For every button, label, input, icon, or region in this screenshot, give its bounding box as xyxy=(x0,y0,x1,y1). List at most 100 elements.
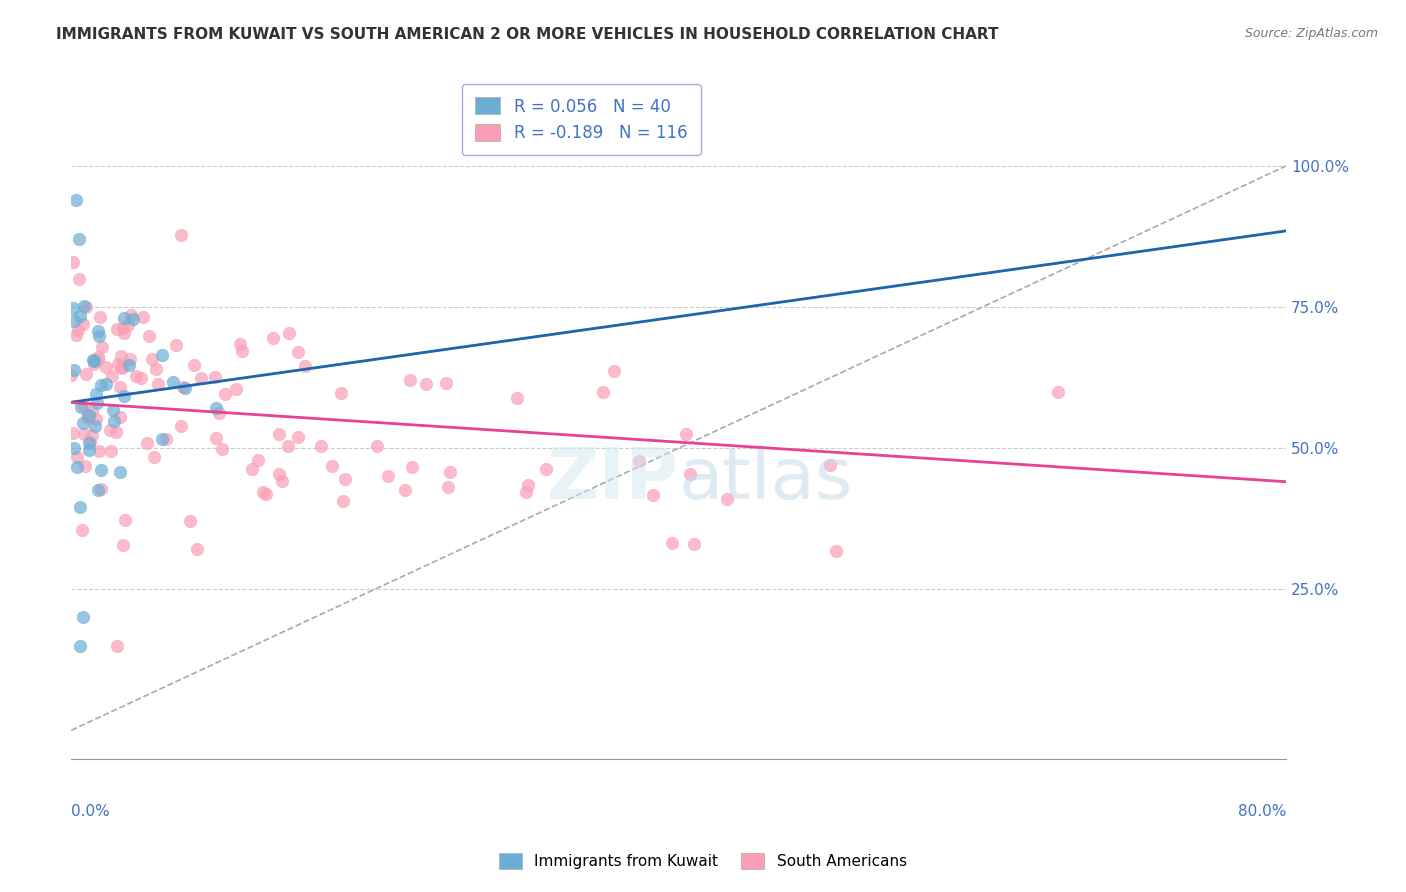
Point xyxy=(80,404,103,418)
Point xyxy=(120,308,142,322)
Point xyxy=(150,348,173,362)
Point xyxy=(271,474,294,488)
Point xyxy=(174,382,197,396)
Point xyxy=(155,432,177,446)
Point xyxy=(90,482,112,496)
Point xyxy=(277,326,299,340)
Point xyxy=(66,459,89,474)
Point xyxy=(90,340,112,354)
Point xyxy=(162,375,184,389)
Point xyxy=(105,639,128,653)
Point xyxy=(152,432,174,446)
Point xyxy=(73,299,96,313)
Point xyxy=(366,439,388,453)
Text: Source: ZipAtlas.com: Source: ZipAtlas.com xyxy=(1244,27,1378,40)
Point xyxy=(89,310,111,325)
Point xyxy=(63,314,86,328)
Point xyxy=(214,387,236,401)
Point xyxy=(77,410,100,425)
Point xyxy=(90,378,112,392)
Point xyxy=(77,443,100,458)
Point xyxy=(143,450,166,464)
Point xyxy=(108,465,131,479)
Point xyxy=(75,367,97,381)
Point xyxy=(69,639,91,653)
Point xyxy=(131,371,153,385)
Point xyxy=(62,255,84,269)
Point xyxy=(96,359,118,374)
Point xyxy=(165,338,187,352)
Point xyxy=(76,409,98,424)
Point xyxy=(62,301,84,316)
Text: 80.0%: 80.0% xyxy=(1237,804,1286,819)
Point xyxy=(77,435,100,450)
Point xyxy=(399,373,422,387)
Point xyxy=(79,408,101,422)
Point xyxy=(82,353,104,368)
Point xyxy=(118,358,141,372)
Point xyxy=(145,362,167,376)
Point xyxy=(72,399,94,413)
Point xyxy=(60,368,83,382)
Point xyxy=(439,465,461,479)
Point xyxy=(287,344,309,359)
Point xyxy=(592,384,614,399)
Point xyxy=(103,414,125,428)
Point xyxy=(72,416,94,430)
Point xyxy=(294,359,316,373)
Point xyxy=(73,427,96,442)
Point xyxy=(515,485,537,500)
Point xyxy=(321,458,343,473)
Point xyxy=(267,467,290,482)
Point xyxy=(67,232,90,246)
Point xyxy=(62,425,84,440)
Point xyxy=(415,377,437,392)
Point xyxy=(146,376,169,391)
Point xyxy=(141,351,163,366)
Point xyxy=(82,428,104,442)
Legend: R = 0.056   N = 40, R = -0.189   N = 116: R = 0.056 N = 40, R = -0.189 N = 116 xyxy=(463,84,700,155)
Point xyxy=(114,513,136,527)
Point xyxy=(205,431,228,445)
Text: 0.0%: 0.0% xyxy=(72,804,110,819)
Point xyxy=(94,377,117,392)
Point xyxy=(112,311,135,326)
Point xyxy=(87,350,110,364)
Point xyxy=(820,458,842,472)
Point xyxy=(111,320,134,334)
Point xyxy=(183,358,205,372)
Point xyxy=(111,361,134,376)
Point xyxy=(311,439,333,453)
Point xyxy=(72,317,94,331)
Point xyxy=(1047,384,1070,399)
Point xyxy=(641,488,664,502)
Point xyxy=(603,364,626,378)
Text: IMMIGRANTS FROM KUWAIT VS SOUTH AMERICAN 2 OR MORE VEHICLES IN HOUSEHOLD CORRELA: IMMIGRANTS FROM KUWAIT VS SOUTH AMERICAN… xyxy=(56,27,998,42)
Point xyxy=(110,349,132,363)
Point xyxy=(86,324,108,338)
Point xyxy=(186,541,208,556)
Point xyxy=(824,544,846,558)
Point xyxy=(627,454,650,468)
Point xyxy=(252,484,274,499)
Legend: Immigrants from Kuwait, South Americans: Immigrants from Kuwait, South Americans xyxy=(494,847,912,875)
Point xyxy=(277,439,299,453)
Point xyxy=(267,427,290,442)
Point xyxy=(287,430,309,444)
Point xyxy=(170,228,193,243)
Point xyxy=(122,312,145,326)
Point xyxy=(240,462,263,476)
Point xyxy=(335,472,357,486)
Point xyxy=(105,425,128,439)
Point xyxy=(63,363,86,377)
Point xyxy=(247,453,270,467)
Point xyxy=(100,444,122,458)
Point xyxy=(110,359,132,374)
Point xyxy=(67,272,90,286)
Point xyxy=(84,419,107,434)
Point xyxy=(72,610,94,624)
Point xyxy=(136,436,159,450)
Point xyxy=(66,322,89,336)
Point xyxy=(329,386,352,401)
Point xyxy=(534,462,557,476)
